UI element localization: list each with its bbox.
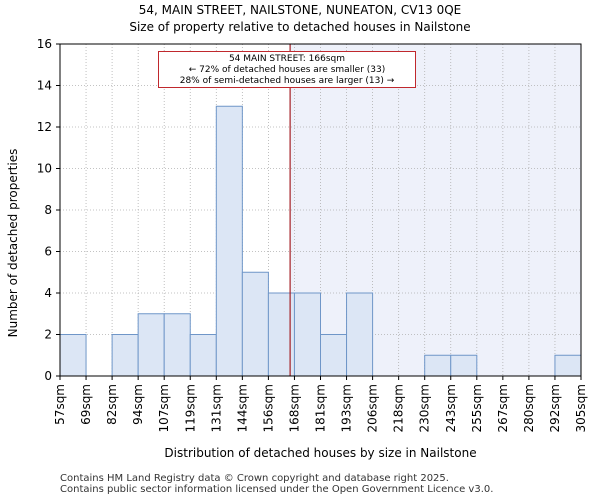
x-tick-label: 230sqm <box>418 384 432 432</box>
bar-57sqm <box>59 334 87 377</box>
x-tick-label: 82sqm <box>105 384 119 425</box>
y-axis-label: Number of detached properties <box>6 148 20 338</box>
y-tick-label: 2 <box>44 328 52 342</box>
x-tick-label: 280sqm <box>522 384 536 432</box>
annotation-line-3: 28% of semi-detached houses are larger (… <box>179 76 395 86</box>
x-tick-label: 144sqm <box>235 384 249 432</box>
x-tick-label: 243sqm <box>444 384 458 432</box>
x-tick-label: 69sqm <box>79 384 93 425</box>
bar-131sqm <box>215 105 243 377</box>
bar-168sqm <box>293 292 322 377</box>
chart-title: 54, MAIN STREET, NAILSTONE, NUNEATON, CV… <box>138 3 462 17</box>
x-tick-label: 181sqm <box>314 384 328 432</box>
footer-line-2: Contains public sector information licen… <box>60 484 494 495</box>
annotation-box: 54 MAIN STREET: 166sqm ← 72% of detached… <box>158 51 416 88</box>
bar-107sqm <box>163 313 191 377</box>
footer-line-1: Contains HM Land Registry data © Crown c… <box>60 473 449 484</box>
y-tick-label: 0 <box>44 369 52 383</box>
chart-subtitle: Size of property relative to detached ho… <box>129 20 471 34</box>
bar-193sqm <box>346 292 374 377</box>
x-tick-label: 119sqm <box>183 384 197 432</box>
x-tick-label: 57sqm <box>53 384 67 425</box>
bar-94sqm <box>137 313 165 377</box>
x-tick-label: 156sqm <box>261 384 275 432</box>
bar-82sqm <box>111 334 139 377</box>
y-tick-label: 14 <box>37 79 52 93</box>
bar-230sqm <box>424 354 452 377</box>
y-tick-label: 12 <box>37 120 52 134</box>
bar-181sqm <box>320 334 348 377</box>
y-tick-label: 8 <box>44 203 52 217</box>
annotation-line-1: 54 MAIN STREET: 166sqm <box>228 54 346 64</box>
x-tick-label: 131sqm <box>209 384 223 432</box>
x-tick-label: 305sqm <box>574 384 588 432</box>
x-tick-label: 94sqm <box>131 384 145 425</box>
y-tick-label: 6 <box>44 245 52 259</box>
annotation-line-2: ← 72% of detached houses are smaller (33… <box>188 65 386 75</box>
x-tick-label: 267sqm <box>496 384 510 432</box>
x-tick-label: 292sqm <box>548 384 562 432</box>
bar-144sqm <box>241 271 269 377</box>
bar-292sqm <box>554 354 582 377</box>
x-tick-label: 107sqm <box>157 384 171 432</box>
x-tick-label: 193sqm <box>340 384 354 432</box>
bar-243sqm <box>450 354 478 377</box>
y-tick-label: 4 <box>44 286 52 300</box>
x-axis-label: Distribution of detached houses by size … <box>164 446 477 460</box>
x-tick-label: 206sqm <box>366 384 380 432</box>
x-tick-label: 168sqm <box>287 384 301 432</box>
x-tick-label: 255sqm <box>470 384 484 432</box>
y-tick-label: 10 <box>37 162 52 176</box>
x-tick-label: 218sqm <box>392 384 406 432</box>
y-tick-label: 16 <box>37 37 52 51</box>
bar-119sqm <box>189 334 217 377</box>
